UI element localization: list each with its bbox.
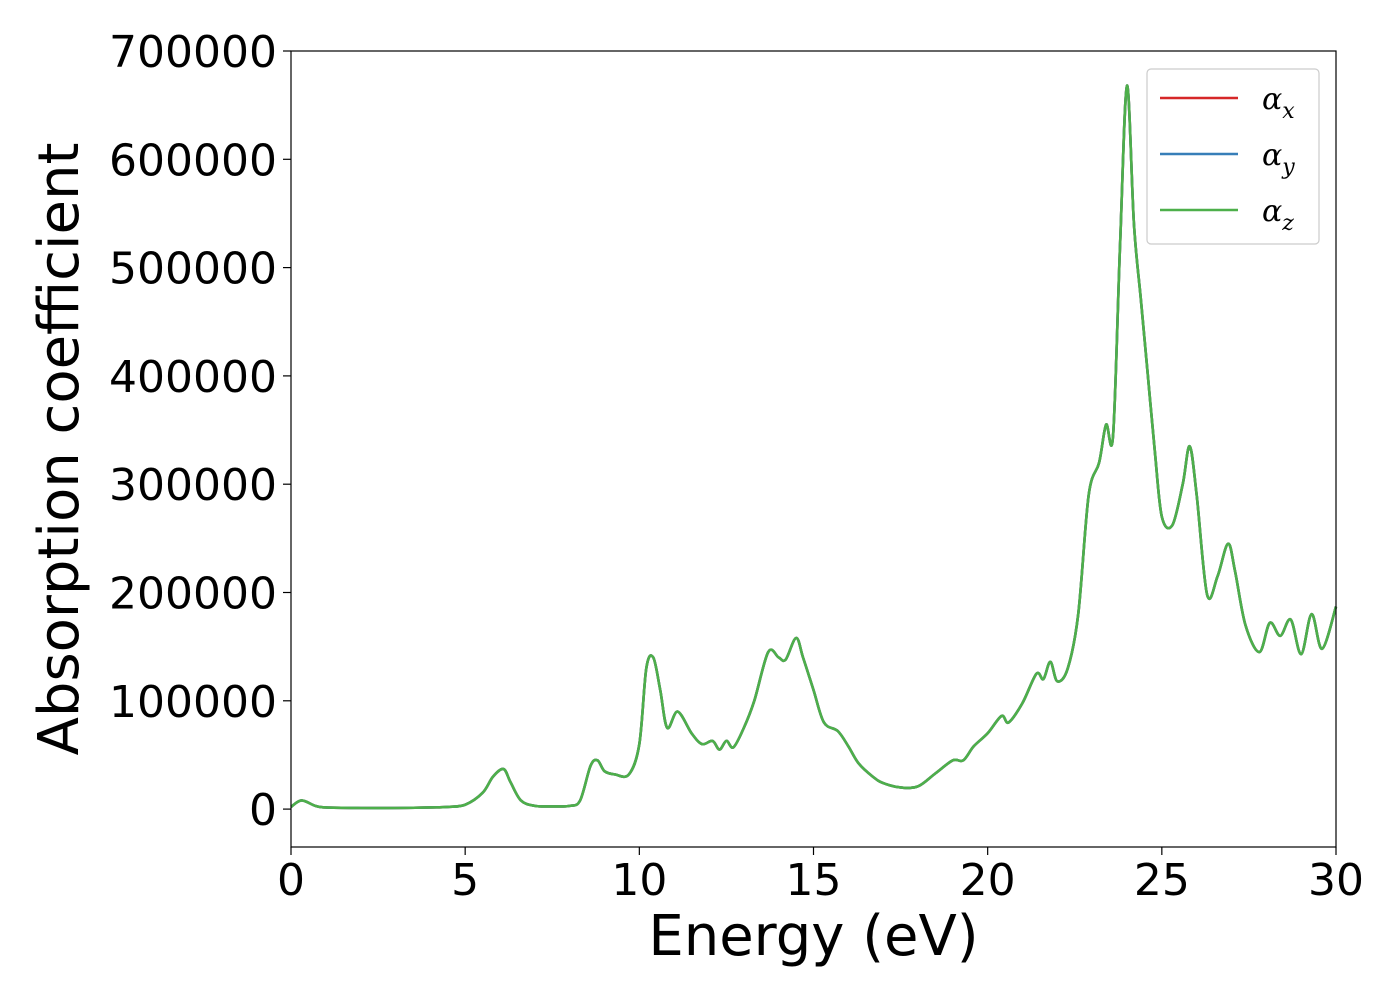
- y-tick-label: 600000: [109, 135, 277, 186]
- legend-item: αy: [1160, 138, 1295, 180]
- x-tick-label: 25: [1134, 855, 1190, 906]
- x-tick-label: 15: [786, 855, 842, 906]
- legend-label: αx: [1262, 82, 1295, 124]
- y-tick-label: 200000: [109, 568, 277, 619]
- legend-label: αy: [1262, 138, 1295, 180]
- series-3: [290, 84, 1338, 810]
- legend-box: [1146, 68, 1320, 245]
- y-tick-label: 400000: [109, 352, 277, 403]
- series-layer: [290, 84, 1338, 810]
- y-tick-label: 100000: [109, 677, 277, 728]
- x-tick-label: 30: [1308, 855, 1364, 906]
- y-tick-label: 300000: [109, 460, 277, 511]
- y-tick-label: 700000: [109, 27, 277, 78]
- legend-item: αz: [1160, 194, 1294, 236]
- legend-item: αx: [1160, 82, 1295, 124]
- legend-label: αz: [1262, 194, 1294, 236]
- y-axis-label: Absorption coefficient: [27, 143, 92, 756]
- y-tick-label: 500000: [109, 244, 277, 295]
- x-tick-label: 20: [960, 855, 1016, 906]
- x-tick-label: 5: [451, 855, 479, 906]
- series-line: [290, 84, 1338, 810]
- x-tick-label: 0: [277, 855, 305, 906]
- x-ticks: 0 5 10 15 20 25 30: [277, 847, 1364, 906]
- y-ticks: 0 100000 200000 300000 400000 500000 600000 700…: [109, 27, 291, 836]
- legend: αx αy αz: [1146, 68, 1320, 245]
- x-tick-label: 10: [611, 855, 667, 906]
- x-axis-label: Energy (eV): [648, 904, 978, 969]
- y-tick-label: 0: [249, 785, 277, 836]
